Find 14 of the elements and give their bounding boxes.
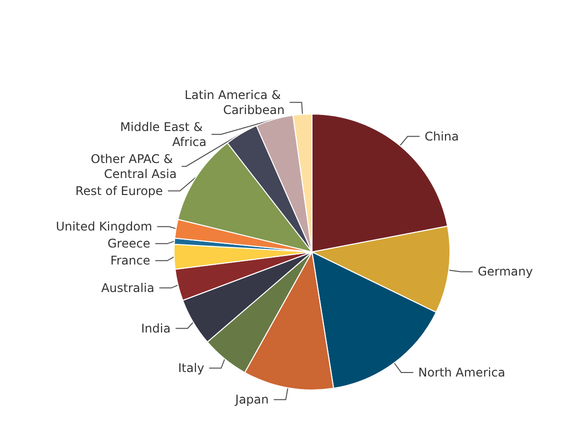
slice-label: Australia — [101, 280, 154, 295]
slice-label: France — [110, 254, 150, 268]
slice-label: Germany — [478, 264, 533, 279]
slice-label: Greece — [108, 236, 150, 251]
slice-label: Middle East & Africa — [120, 120, 207, 149]
slice-label: China — [424, 129, 459, 144]
slice-label: United Kingdom — [56, 220, 152, 234]
slice-label: India — [141, 321, 171, 336]
slice-label: North America — [418, 366, 506, 380]
slice-label: Latin America & Caribbean — [184, 88, 285, 117]
slice-label: Other APAC & Central Asia — [90, 152, 177, 181]
slice-label: Japan — [234, 392, 269, 407]
slice-label: Italy — [178, 361, 204, 376]
slice-label: Rest of Europe — [75, 184, 163, 198]
